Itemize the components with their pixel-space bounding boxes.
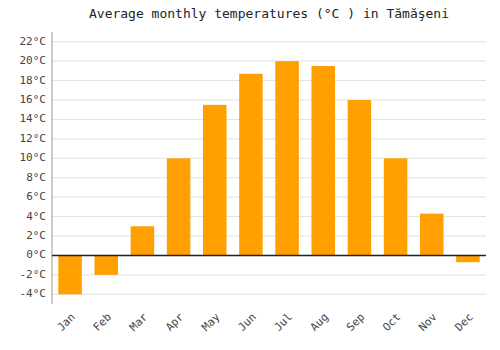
bar	[94, 255, 118, 274]
x-tick-label: Sep	[344, 311, 367, 334]
bars	[58, 61, 479, 294]
grid	[52, 42, 486, 295]
grid-line	[52, 294, 486, 295]
x-tick-label: May	[199, 310, 223, 334]
y-tick-label: 16°C	[20, 93, 47, 106]
y-tick-label: 8°C	[26, 171, 46, 184]
bar	[58, 255, 82, 294]
title: Average monthly temperatures (°C ) in Tă…	[89, 6, 449, 21]
bar	[167, 158, 191, 255]
bar	[203, 105, 227, 256]
grid-line	[52, 119, 486, 120]
x-tick-label: Jul	[272, 311, 295, 334]
grid-line	[52, 41, 486, 42]
grid-line	[52, 100, 486, 101]
grid-line	[52, 255, 486, 256]
x-tick-label: Mar	[127, 310, 151, 334]
x-tick-label: Dec	[452, 311, 475, 334]
x-tick-label: Nov	[416, 310, 440, 334]
y-tick-label: -2°C	[20, 268, 47, 281]
y-tick-label: 20°C	[20, 54, 47, 67]
y-axis-line	[52, 32, 53, 304]
x-tick-label: Jan	[55, 311, 78, 334]
bar	[456, 255, 480, 262]
grid-line	[52, 61, 486, 62]
x-tick-label: Jun	[235, 311, 258, 334]
y-tick-label: 6°C	[26, 190, 46, 203]
bar	[420, 214, 444, 256]
grid-line	[52, 197, 486, 198]
grid-line	[52, 80, 486, 81]
bar	[311, 66, 335, 255]
y-tick-label: 4°C	[26, 210, 46, 223]
bar	[239, 74, 263, 256]
bar	[348, 100, 372, 255]
x-tick-label: Aug	[308, 311, 331, 334]
y-tick-label: 14°C	[20, 112, 47, 125]
y-tick-label: 10°C	[20, 151, 47, 164]
y-tick-label: -4°C	[20, 287, 47, 300]
x-tick-label: Feb	[91, 311, 114, 334]
x-tick-label: Apr	[163, 310, 187, 334]
y-tick-label: 2°C	[26, 229, 46, 242]
y-tick-label: 22°C	[20, 35, 47, 48]
bar	[131, 226, 155, 255]
y-tick-label: 0°C	[26, 248, 46, 261]
zero-line	[52, 255, 486, 257]
y-tick-label: 18°C	[20, 74, 47, 87]
x-tick-label: Oct	[380, 311, 403, 334]
grid-line	[52, 177, 486, 178]
bar	[384, 158, 408, 255]
y-tick-label: 12°C	[20, 132, 47, 145]
grid-line	[52, 138, 486, 139]
chart: Average monthly temperatures (°C ) in Tă…	[0, 0, 500, 350]
grid-line	[52, 158, 486, 159]
bar	[275, 61, 299, 255]
